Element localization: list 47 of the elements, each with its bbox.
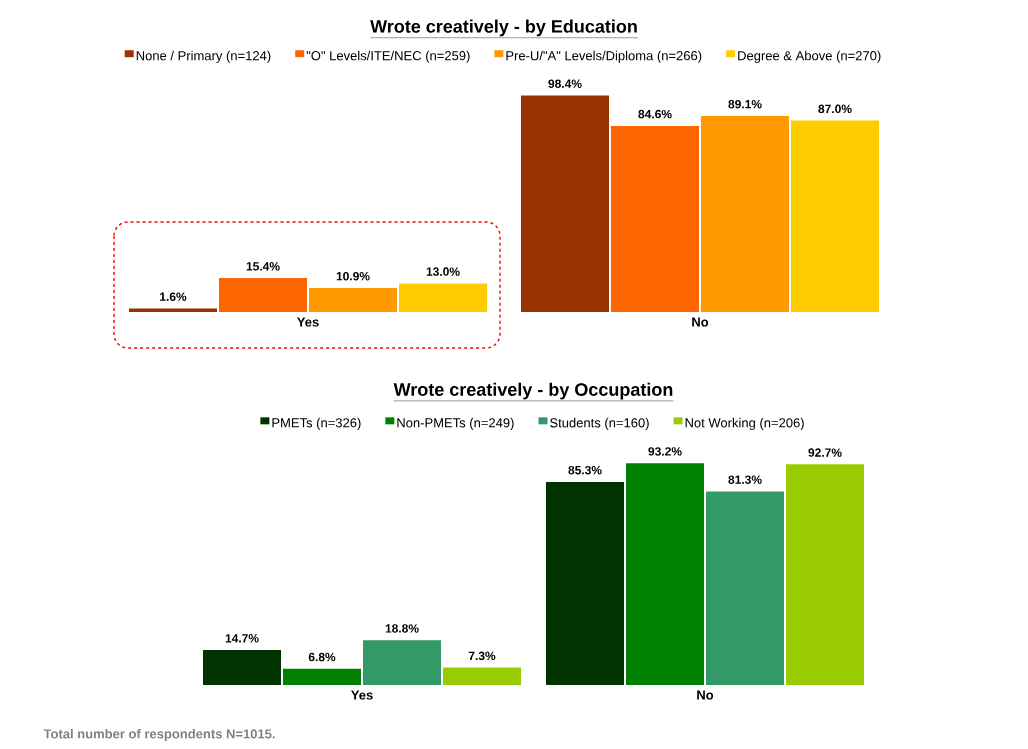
data-label: 84.6%: [638, 109, 672, 119]
bar: [701, 115, 789, 312]
x-tick-label: Yes: [297, 317, 319, 327]
legend-label: None / Primary (n=124): [136, 50, 271, 63]
bar: [706, 491, 785, 685]
legend-label: Pre-U/"A" Levels/Diploma (n=266): [506, 50, 702, 63]
bar: [399, 283, 488, 312]
data-label: 18.8%: [385, 624, 419, 633]
data-label: 7.3%: [468, 651, 496, 661]
legend-label: Students (n=160): [550, 417, 649, 430]
data-label: 10.9%: [336, 271, 370, 281]
bar: [611, 125, 700, 312]
bar: [791, 120, 879, 312]
legend-label: Degree & Above (n=270): [738, 50, 881, 63]
bar: [203, 650, 282, 685]
x-tick-label: Yes: [351, 690, 373, 700]
bar: [546, 481, 624, 685]
data-label: 15.4%: [246, 262, 280, 271]
data-label: 87.0%: [818, 104, 852, 114]
data-label: 89.1%: [728, 99, 762, 109]
bar: [283, 668, 362, 685]
x-tick-label: No: [697, 690, 714, 700]
bar: [443, 667, 521, 685]
bar: [521, 95, 609, 312]
bar: [309, 288, 398, 312]
data-label: 98.4%: [548, 79, 582, 88]
legend-label: Non-PMETs (n=249): [397, 417, 514, 430]
data-label: 93.2%: [648, 447, 682, 456]
bar: [626, 463, 705, 685]
text: Total number of respondents N=1015.: [43, 728, 275, 742]
bar: [219, 278, 308, 312]
data-label: 92.7%: [808, 448, 842, 457]
chart-title: Wrote creatively - by Education: [370, 19, 637, 37]
data-label: 13.0%: [426, 267, 460, 276]
x-tick-label: No: [692, 317, 709, 327]
legend-label: Not Working (n=206): [685, 417, 804, 430]
bar: [363, 640, 442, 685]
bar: [129, 308, 218, 312]
legend-label: PMETs (n=326): [272, 417, 361, 430]
chart-title: Wrote creatively - by Occupation: [393, 382, 673, 400]
data-label: 1.6%: [160, 292, 187, 301]
data-label: 81.3%: [728, 475, 762, 484]
data-label: 14.7%: [225, 634, 259, 643]
data-label: 6.8%: [308, 652, 336, 662]
bar: [786, 464, 864, 685]
legend-label: "O" Levels/ITE/NEC (n=259): [306, 50, 470, 63]
data-label: 85.3%: [568, 465, 602, 475]
